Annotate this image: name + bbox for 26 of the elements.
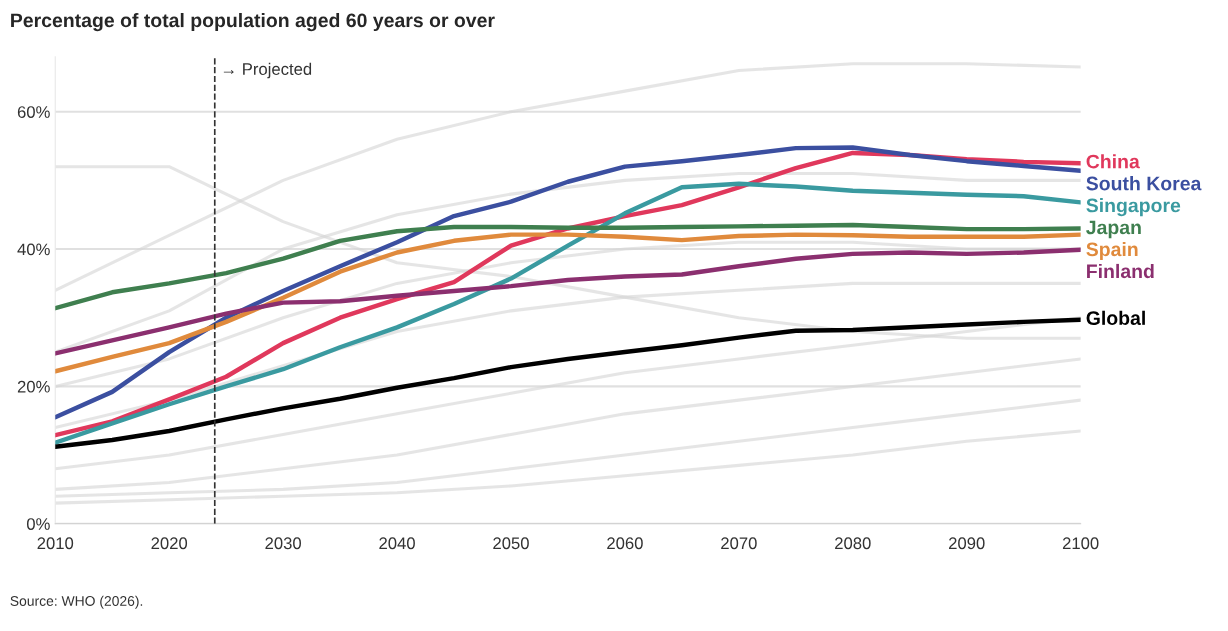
y-tick-label: 0% [26, 518, 50, 530]
ref-line-label: → Projected [223, 62, 312, 79]
y-tick-label: 60% [17, 106, 50, 118]
series-label: China [1086, 154, 1140, 169]
y-tick-label: 40% [17, 243, 50, 256]
line-series [55, 222, 1081, 311]
series-label: Finland [1087, 263, 1154, 279]
x-tick-label: 2040 [379, 537, 415, 550]
line-series [55, 247, 1081, 356]
x-tick-label: 2020 [151, 537, 188, 550]
chart-title: Percentage of total population aged 60 years or over [11, 12, 495, 32]
x-tick-label: 2060 [607, 537, 643, 550]
series-label: South Korea [1086, 176, 1202, 191]
x-tick-label: 2010 [37, 537, 74, 550]
y-tick-label: 20% [17, 380, 50, 393]
series-label: Japan [1086, 220, 1141, 239]
x-tick-label: 2030 [265, 537, 302, 550]
source-note: Source: WHO (2026). [10, 595, 143, 609]
x-tick-label: 2100 [1062, 537, 1099, 550]
series-label: Spain [1086, 241, 1138, 261]
series-label: Global [1086, 310, 1145, 326]
x-tick-label: 2080 [835, 537, 871, 550]
series-label: Singapore [1086, 198, 1181, 217]
x-tick-label: 2050 [493, 537, 529, 550]
x-tick-label: 2090 [949, 537, 985, 550]
x-tick-label: 2070 [721, 537, 757, 550]
